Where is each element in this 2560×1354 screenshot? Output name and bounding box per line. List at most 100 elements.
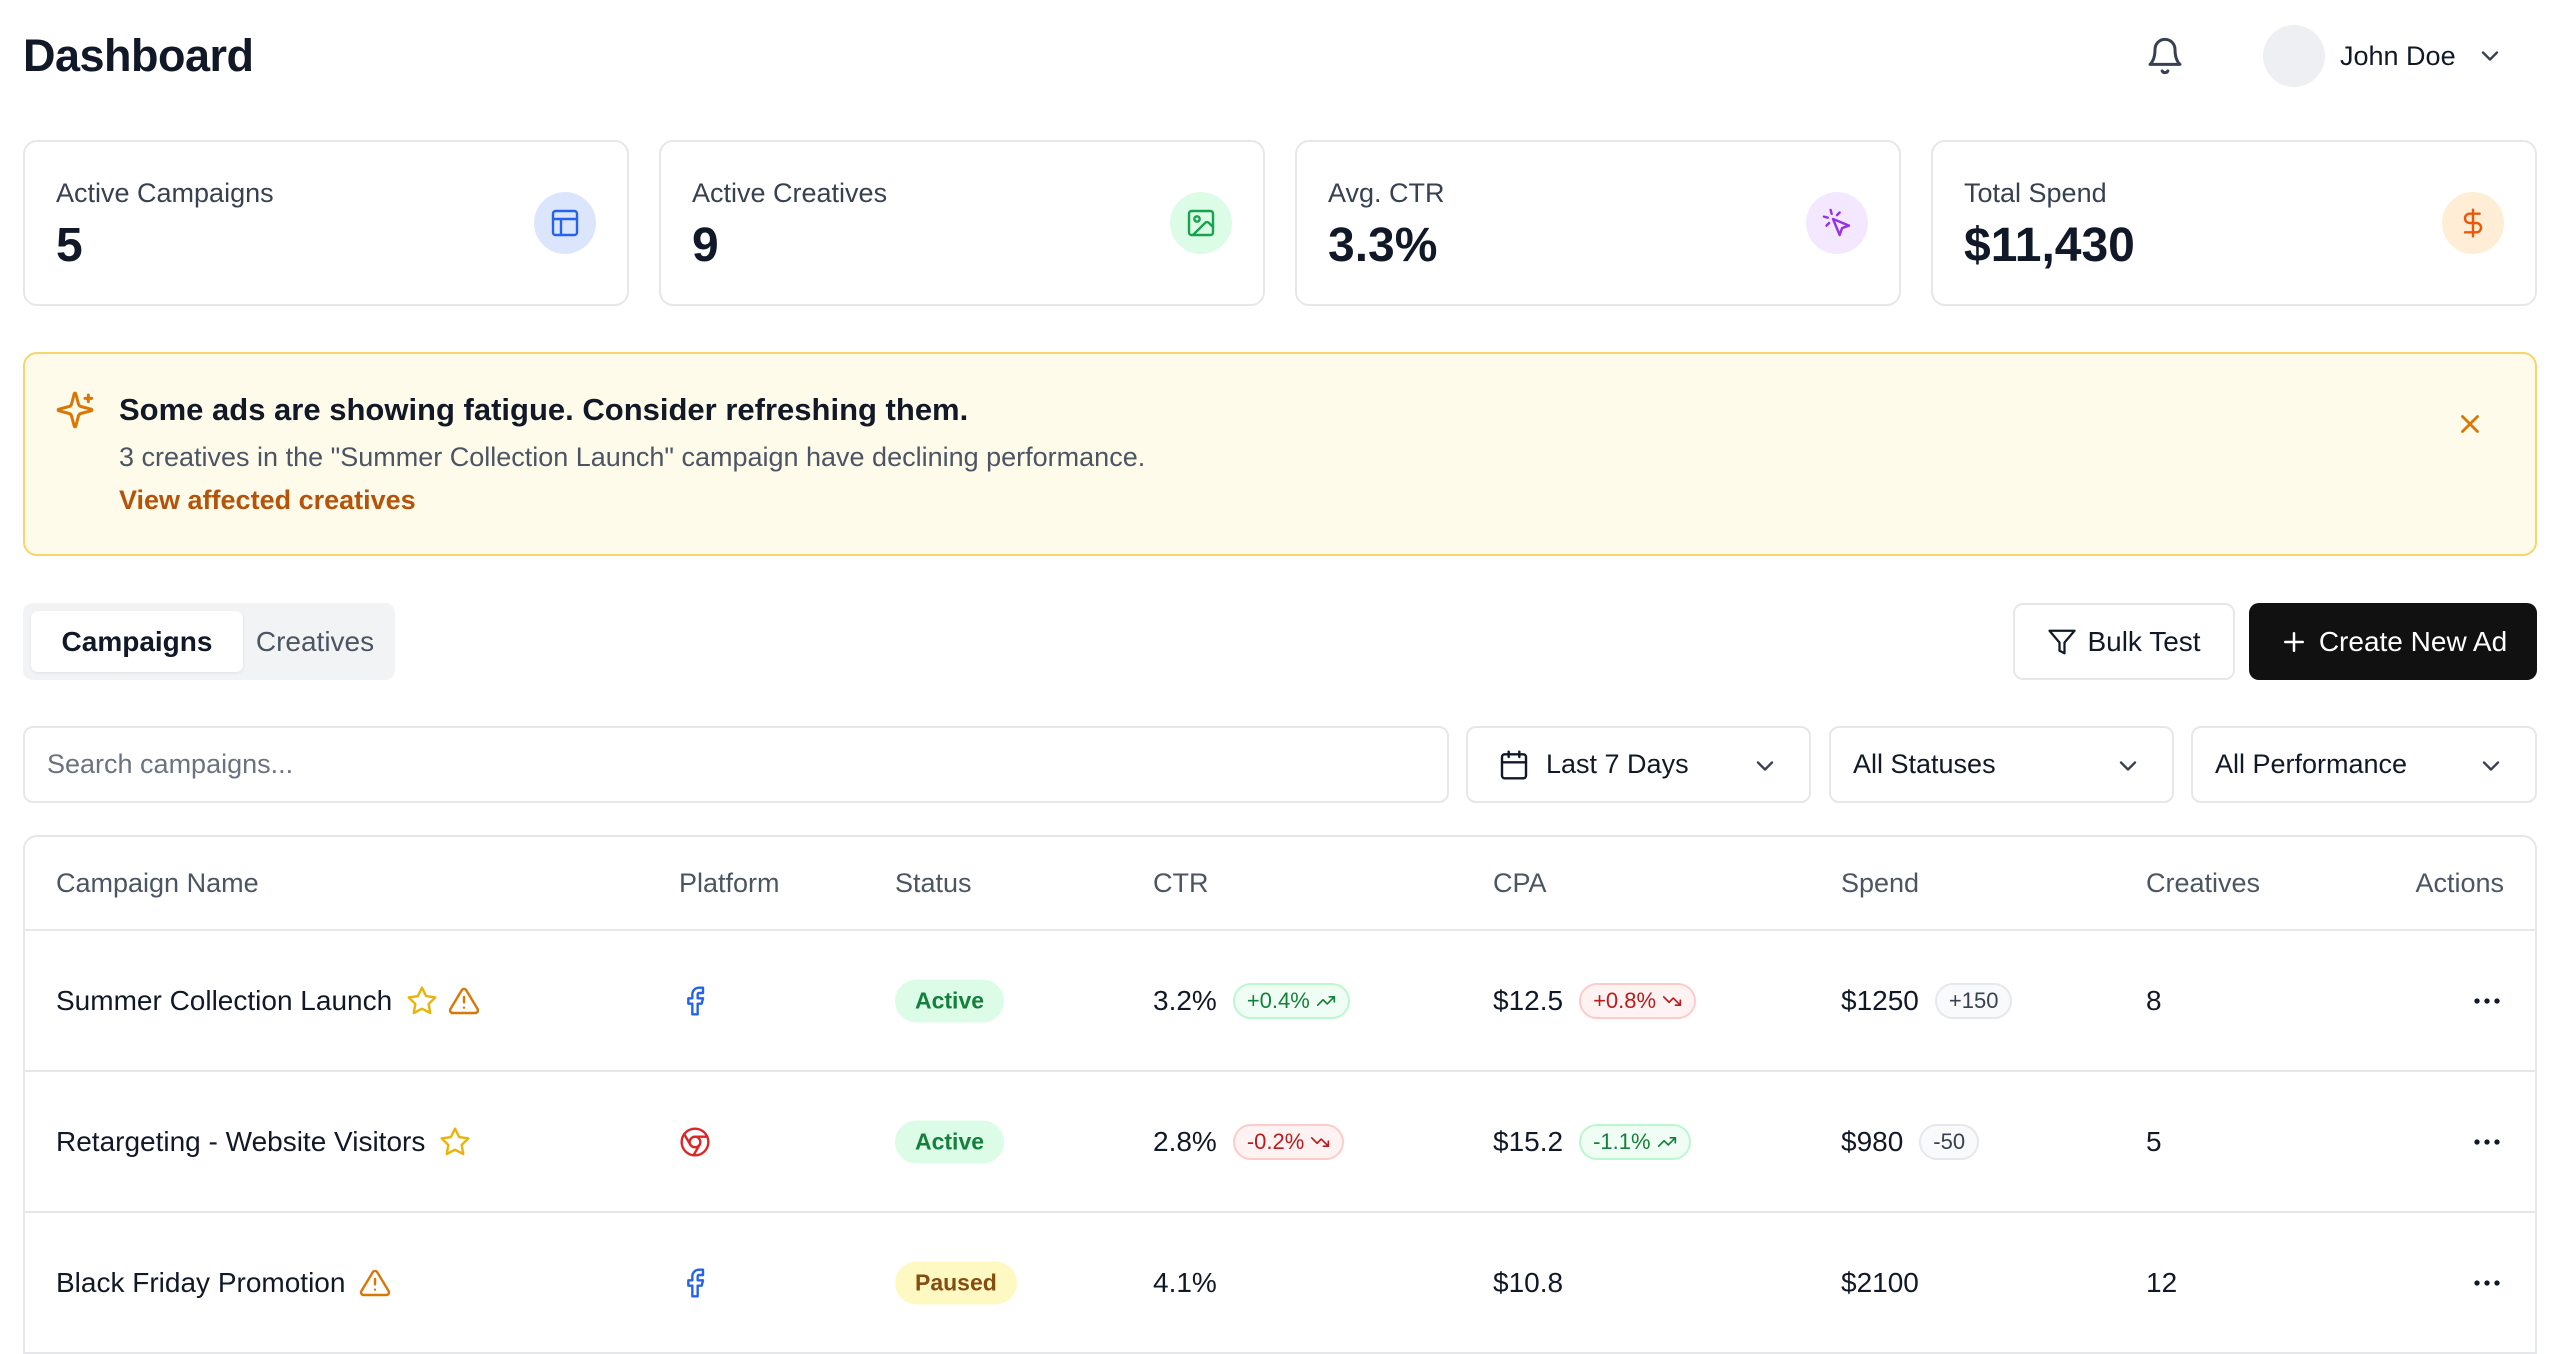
more-horizontal-icon[interactable] — [2467, 1122, 2507, 1162]
performance-select[interactable]: All Performance — [2191, 726, 2537, 803]
tab-creatives[interactable]: Creatives — [255, 626, 375, 657]
tab-campaigns[interactable]: Campaigns — [31, 611, 243, 672]
ctr-value: 3.2% — [1153, 984, 1217, 1016]
spend-value: $980 — [1841, 1125, 1904, 1157]
stat-value: 5 — [56, 219, 83, 272]
alert-title: Some ads are showing fatigue. Consider r… — [119, 392, 969, 427]
avatar[interactable] — [2263, 25, 2325, 87]
warning-icon — [449, 987, 480, 1014]
status-cell: Active — [895, 979, 1005, 1022]
calendar-icon — [1500, 749, 1528, 780]
stat-card-active-creatives: Active Creatives 9 — [659, 140, 1265, 306]
column-header[interactable]: Creatives — [2146, 868, 2261, 898]
chevron-down-icon — [2119, 761, 2137, 771]
stat-label: Avg. CTR — [1328, 178, 1445, 208]
date-range-value: Last 7 Days — [1546, 749, 1689, 779]
more-horizontal-icon[interactable] — [2467, 1263, 2507, 1303]
filter-icon — [2048, 629, 2077, 654]
campaign-name[interactable]: Black Friday Promotion — [56, 1266, 346, 1298]
bulk-test-label: Bulk Test — [2087, 625, 2201, 657]
ctr-value: 2.8% — [1153, 1125, 1217, 1157]
table-row[interactable]: Retargeting - Website Visitors Active 2.… — [25, 1072, 2535, 1213]
create-new-ad-button[interactable]: Create New Ad — [2249, 603, 2537, 680]
ctr-value: 4.1% — [1153, 1266, 1217, 1298]
close-icon[interactable] — [2455, 409, 2485, 439]
star-icon[interactable] — [406, 985, 438, 1017]
actions-cell — [2467, 1122, 2507, 1162]
chevron-down-icon — [1756, 761, 1774, 771]
column-header[interactable]: CPA — [1493, 868, 1547, 898]
stat-value: 3.3% — [1328, 219, 1438, 272]
table-row[interactable]: Black Friday Promotion Paused 4.1% $10.8… — [25, 1213, 2535, 1354]
cursor-click-icon — [1806, 192, 1868, 254]
view-tabs: Campaigns Creatives — [23, 603, 395, 680]
column-header[interactable]: CTR — [1153, 868, 1209, 898]
image-icon — [1170, 192, 1232, 254]
campaigns-table: Campaign Name Platform Status CTR CPA Sp… — [23, 835, 2537, 1354]
creatives-count: 5 — [2146, 1125, 2162, 1157]
chevron-down-icon — [2482, 761, 2500, 771]
alert-description: 3 creatives in the "Summer Collection La… — [119, 442, 1146, 472]
bell-icon[interactable] — [2145, 36, 2185, 76]
campaign-name[interactable]: Summer Collection Launch — [56, 984, 393, 1016]
performance-value: All Performance — [2215, 749, 2408, 779]
bulk-test-button[interactable]: Bulk Test — [2013, 603, 2235, 680]
column-header[interactable]: Status — [895, 868, 972, 898]
stats-row: Active Campaigns 5 Active Creatives 9 Av… — [23, 140, 2537, 306]
spend-delta: +150 — [1934, 982, 2013, 1019]
column-header[interactable]: Spend — [1841, 868, 1920, 898]
ctr-delta: -0.2% — [1246, 1128, 1305, 1154]
spend-value: $1250 — [1841, 984, 1919, 1016]
cpa-delta-badge: -1.1% — [1579, 1123, 1691, 1160]
spend-value: $2100 — [1841, 1266, 1919, 1298]
platform-cell — [679, 1267, 711, 1299]
status-select[interactable]: All Statuses — [1829, 726, 2174, 803]
date-range-select[interactable]: Last 7 Days — [1466, 726, 1811, 803]
creatives-count: 12 — [2146, 1266, 2178, 1298]
table-row[interactable]: Summer Collection Launch Active 3.2% +0.… — [25, 931, 2535, 1072]
dollar-icon — [2442, 192, 2504, 254]
trending-down-icon — [1311, 1136, 1330, 1147]
stat-label: Active Creatives — [692, 178, 888, 208]
actions-cell — [2467, 981, 2507, 1021]
header: Dashboard John Doe — [23, 0, 2537, 112]
trending-up-icon — [1657, 1136, 1676, 1147]
campaign-name[interactable]: Retargeting - Website Visitors — [56, 1125, 426, 1157]
campaign-name-cell: Black Friday Promotion — [56, 1267, 391, 1299]
actions-cell — [2467, 1263, 2507, 1303]
plus-icon — [2283, 631, 2304, 652]
campaign-name-cell: Summer Collection Launch — [56, 985, 480, 1017]
cpa-delta-badge: +0.8% — [1579, 982, 1697, 1019]
cpa-value: $15.2 — [1493, 1125, 1564, 1157]
status-value: All Statuses — [1853, 749, 1996, 779]
status-badge: Paused — [895, 1261, 1017, 1304]
view-affected-creatives-link[interactable]: View affected creatives — [119, 485, 416, 515]
more-horizontal-icon[interactable] — [2467, 981, 2507, 1021]
layout-icon — [534, 192, 596, 254]
campaign-name-cell: Retargeting - Website Visitors — [56, 1126, 471, 1158]
star-icon[interactable] — [439, 1126, 471, 1158]
user-menu[interactable]: John Doe — [2263, 25, 2504, 87]
chevron-down-icon[interactable] — [2476, 42, 2504, 70]
chrome-icon — [680, 1126, 710, 1157]
cpa-value: $10.8 — [1493, 1266, 1564, 1298]
facebook-icon — [687, 1267, 705, 1298]
cpa-delta: +0.8% — [1593, 987, 1657, 1013]
page-title: Dashboard — [23, 30, 254, 81]
ctr-delta: +0.4% — [1246, 987, 1310, 1013]
cpa-cell: $12.5 +0.8% — [1493, 982, 1697, 1019]
stat-card-active-campaigns: Active Campaigns 5 — [23, 140, 629, 306]
spend-cell: $1250 +150 — [1841, 982, 2013, 1019]
table-header: Campaign Name Platform Status CTR CPA Sp… — [25, 837, 2535, 931]
ctr-delta-badge: +0.4% — [1232, 982, 1350, 1019]
cpa-delta: -1.1% — [1593, 1128, 1651, 1154]
ctr-cell: 2.8% -0.2% — [1153, 1123, 1345, 1160]
create-new-ad-label: Create New Ad — [2318, 625, 2508, 657]
stat-value: $11,430 — [1964, 219, 2135, 272]
column-header[interactable]: Campaign Name — [56, 868, 259, 898]
search-input[interactable] — [23, 726, 1449, 803]
ctr-delta-badge: -0.2% — [1232, 1123, 1345, 1160]
ctr-cell: 3.2% +0.4% — [1153, 982, 1350, 1019]
column-header[interactable]: Platform — [679, 868, 780, 898]
facebook-icon — [687, 985, 705, 1016]
